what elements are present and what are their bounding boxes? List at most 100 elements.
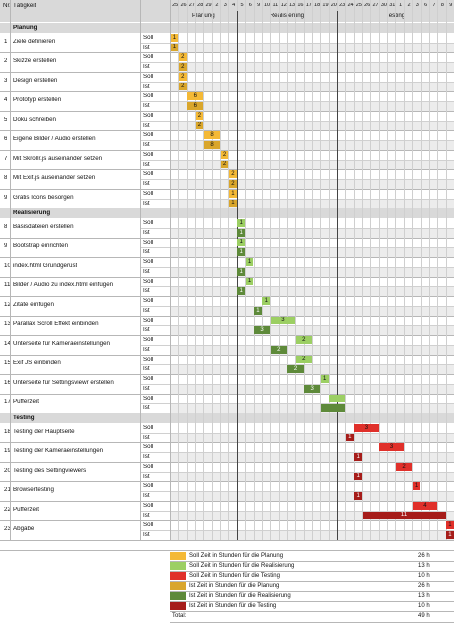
task-divider <box>0 481 454 483</box>
header-band <box>0 0 454 22</box>
soll-label: Soll <box>143 171 154 178</box>
task-name: Parallax Scroll Effekt einbinden <box>13 321 99 328</box>
task-divider <box>0 71 454 73</box>
soll-label: Soll <box>143 278 154 285</box>
gantt-bar-ist: 1 <box>228 199 237 208</box>
row-divider <box>140 364 454 366</box>
row-divider <box>140 452 454 453</box>
section-title: Testing <box>13 415 35 421</box>
header-day: 28 <box>197 3 204 8</box>
task-nr: 14 <box>4 340 11 347</box>
ist-label: Ist <box>143 200 150 207</box>
day-divider <box>220 0 222 540</box>
soll-label: Soll <box>143 337 154 343</box>
gantt-bar-soll: 4 <box>412 501 438 510</box>
header-day: 8 <box>440 3 444 8</box>
gantt-bar-ist: 1 <box>254 306 262 315</box>
soll-label: Soll <box>143 151 154 158</box>
task-divider <box>0 500 454 502</box>
day-divider <box>328 0 330 540</box>
soll-label: Soll <box>143 93 154 100</box>
gantt-bar-ist: 1 <box>237 248 246 256</box>
header-day: 24 <box>347 3 354 8</box>
row-divider <box>140 530 454 531</box>
col-divider <box>10 0 11 540</box>
summary-label: Ist Zeit in Stunden für die Realisierung <box>189 592 291 599</box>
task-nr: 3 <box>4 77 8 84</box>
gantt-bar-soll: 1 <box>237 219 246 227</box>
task-nr: 11 <box>4 282 11 289</box>
gantt-bar-ist: 1 <box>354 492 363 500</box>
soll-label: Soll <box>143 73 154 80</box>
gantt-bar-soll: 2 <box>178 72 187 81</box>
row-divider <box>140 198 454 200</box>
summary-row-divider <box>170 610 454 612</box>
soll-label: Soll <box>143 376 154 382</box>
task-divider <box>0 296 454 297</box>
day-divider <box>412 0 414 540</box>
task-nr: 15 <box>4 360 11 367</box>
gantt-bar-ist: 2 <box>195 121 204 130</box>
summary-label: Ist Zeit in Stunden für die Planung <box>189 582 280 589</box>
header-day: 27 <box>188 3 195 8</box>
task-divider <box>0 188 454 190</box>
phase-divider <box>337 11 338 540</box>
gantt-bar-ist <box>320 404 346 412</box>
task-nr: 5 <box>4 116 8 123</box>
day-divider <box>420 0 422 540</box>
task-nr: 9 <box>4 243 8 250</box>
ist-label: Ist <box>143 532 150 538</box>
summary-label: Soll Zeit in Stunden für die Testing <box>189 572 280 579</box>
row-divider <box>140 325 454 327</box>
day-divider <box>178 0 180 540</box>
summary-row-divider <box>170 590 454 592</box>
day-divider <box>387 0 389 540</box>
summary-swatch <box>170 571 186 580</box>
day-divider <box>395 0 397 540</box>
task-nr: 18 <box>4 428 11 435</box>
summary-hours: 10 h <box>418 572 430 579</box>
gantt-bar-ist: 2 <box>178 82 187 91</box>
header-day: 7 <box>432 3 436 8</box>
gantt-bar-soll: 1 <box>245 258 254 266</box>
task-name: Abgabe <box>13 526 35 533</box>
summary-divider <box>0 549 454 551</box>
day-divider <box>320 0 322 540</box>
header-day: 26 <box>364 3 371 8</box>
row-divider <box>140 403 454 405</box>
task-name: Design erstellen <box>13 77 58 84</box>
header-day: 13 <box>289 3 296 8</box>
gantt-bar-ist: 1 <box>446 531 454 539</box>
task-nr: 22 <box>4 506 11 513</box>
header-day: 20 <box>330 3 337 8</box>
day-divider <box>353 0 355 540</box>
task-nr: 12 <box>4 301 11 308</box>
soll-label: Soll <box>143 463 154 470</box>
header-day: 19 <box>322 3 329 8</box>
gantt-bar-soll <box>329 394 346 403</box>
task-name: Pufferzeit <box>13 399 40 406</box>
soll-label: Soll <box>143 522 154 529</box>
header-day: 17 <box>305 3 312 8</box>
task-name: Exif JS einbinden <box>13 360 61 367</box>
day-divider <box>295 0 297 540</box>
task-nr: 20 <box>4 467 11 474</box>
day-divider <box>270 0 272 540</box>
header-day: 25 <box>172 3 179 8</box>
header-day: 2 <box>407 3 411 8</box>
summary-swatch <box>170 551 186 560</box>
header-day: 31 <box>389 3 396 8</box>
soll-label: Soll <box>143 112 154 119</box>
task-name: Skizze erstellen <box>13 58 57 65</box>
task-divider <box>0 461 454 463</box>
row-divider <box>140 305 454 307</box>
task-divider <box>0 335 454 336</box>
task-divider <box>0 539 454 541</box>
row-divider <box>140 62 454 63</box>
row-divider <box>140 227 454 229</box>
gantt-bar-ist: 1 <box>345 433 354 442</box>
summary-row-divider <box>170 580 454 582</box>
gantt-bar-ist: 2 <box>270 345 287 354</box>
soll-label: Soll <box>143 424 154 431</box>
header-day: 9 <box>257 3 261 8</box>
